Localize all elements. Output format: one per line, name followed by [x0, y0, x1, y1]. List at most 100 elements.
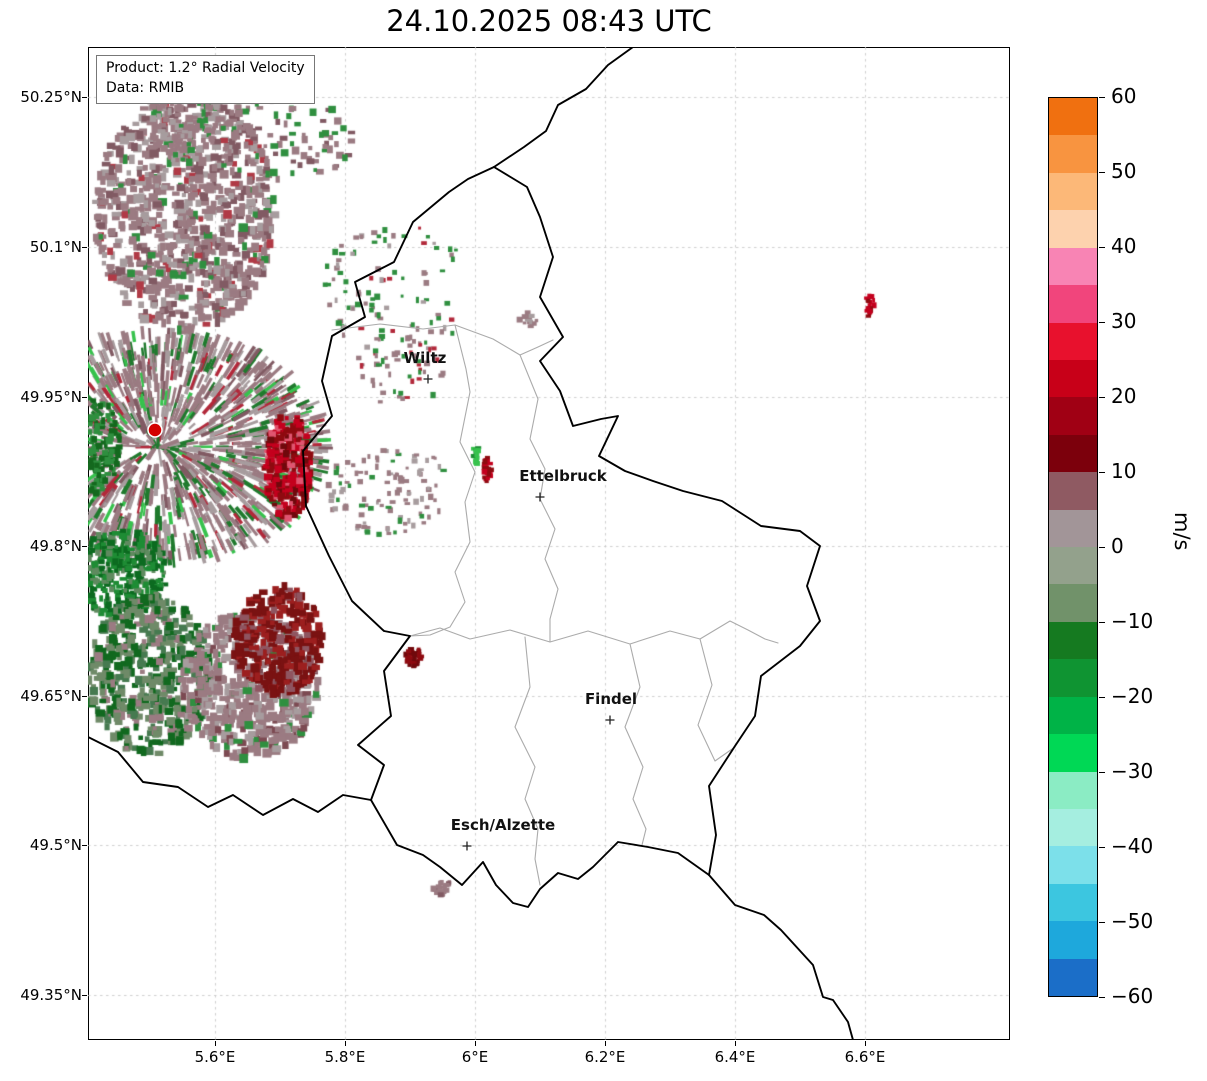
colorbar-band — [1049, 135, 1097, 173]
city-marker — [605, 715, 615, 725]
colorbar-band — [1049, 98, 1097, 136]
map-plot-area: Wiltz Ettelbruck Findel Esch/Alzette Produc… — [88, 47, 1010, 1040]
national-border-line — [88, 736, 372, 816]
colorbar-band — [1049, 621, 1097, 660]
map-overlay-svg: Wiltz Ettelbruck Findel Esch/Alzette — [88, 47, 854, 1040]
colorbar-band — [1049, 285, 1097, 323]
colorbar-tick-mark — [1099, 471, 1105, 473]
city-label: Wiltz — [404, 349, 447, 367]
colorbar-band — [1049, 846, 1097, 884]
colorbar-band — [1049, 247, 1097, 286]
colorbar-band — [1049, 809, 1097, 847]
colorbar-band — [1049, 771, 1097, 810]
colorbar-tick-mark — [1099, 921, 1105, 923]
y-axis-tick-label: 49.95°N — [20, 388, 82, 406]
colorbar-tick-label: −50 — [1111, 909, 1154, 933]
y-axis-tick-label: 50.25°N — [20, 88, 82, 106]
y-axis-tick-mark — [82, 545, 87, 547]
city-label: Findel — [585, 690, 637, 708]
y-axis-tick-mark — [82, 994, 87, 996]
colorbar-tick-label: 30 — [1111, 309, 1137, 333]
district-border-line — [409, 324, 476, 637]
colorbar-band — [1049, 210, 1097, 248]
x-axis-tick-label: 6.6°E — [844, 1048, 886, 1066]
colorbar-band — [1049, 734, 1097, 772]
y-axis-tick-label: 49.8°N — [29, 537, 82, 555]
colorbar-tick-mark — [1099, 546, 1105, 548]
x-axis-tick-mark — [864, 1041, 866, 1046]
national-border-line — [302, 166, 495, 801]
city-label: Esch/Alzette — [451, 816, 555, 834]
national-border-line — [370, 799, 710, 908]
colorbar-tick-label: −30 — [1111, 759, 1154, 783]
colorbar-tick-label: 40 — [1111, 234, 1137, 258]
district-border-line — [514, 636, 541, 886]
y-axis-tick-mark — [82, 695, 87, 697]
colorbar-tick-label: 60 — [1111, 84, 1137, 108]
colorbar-tick-mark — [1099, 321, 1105, 323]
y-axis-tick-label: 49.5°N — [29, 836, 82, 854]
colorbar-band — [1049, 921, 1097, 959]
district-border-line — [409, 620, 779, 645]
y-axis-tick-mark — [82, 396, 87, 398]
colorbar-tick-mark — [1099, 621, 1105, 623]
city-marker — [535, 492, 545, 502]
y-axis-tick-label: 50.1°N — [29, 238, 82, 256]
x-axis-tick-mark — [474, 1041, 476, 1046]
colorbar-tick-label: −60 — [1111, 984, 1154, 1008]
y-axis-tick-label: 49.35°N — [20, 986, 82, 1004]
colorbar-band — [1049, 172, 1097, 211]
colorbar-band — [1049, 397, 1097, 435]
x-axis-tick-label: 6.4°E — [714, 1048, 756, 1066]
x-axis-tick-mark — [344, 1041, 346, 1046]
colorbar-band — [1049, 322, 1097, 360]
colorbar-band — [1049, 883, 1097, 922]
x-axis-tick-mark — [604, 1041, 606, 1046]
national-border-line — [493, 47, 634, 168]
x-axis-tick-label: 5.6°E — [194, 1048, 236, 1066]
x-axis-tick-label: 6.2°E — [584, 1048, 626, 1066]
x-axis-tick-label: 5.8°E — [324, 1048, 366, 1066]
national-border-line — [708, 874, 854, 1040]
colorbar-band — [1049, 359, 1097, 398]
colorbar-tick-mark — [1099, 171, 1105, 173]
colorbar — [1048, 97, 1098, 997]
colorbar-tick-mark — [1099, 396, 1105, 398]
colorbar-tick-mark — [1099, 771, 1105, 773]
y-axis-tick-mark — [82, 246, 87, 248]
colorbar-tick-mark — [1099, 846, 1105, 848]
district-border-line — [519, 354, 559, 643]
colorbar-tick-label: 50 — [1111, 159, 1137, 183]
district-border-line — [624, 643, 647, 846]
colorbar-band — [1049, 584, 1097, 622]
city-label: Ettelbruck — [519, 467, 608, 485]
district-border-line — [697, 638, 736, 762]
colorbar-tick-label: 0 — [1111, 534, 1124, 558]
y-axis-tick-label: 49.65°N — [20, 687, 82, 705]
colorbar-band — [1049, 696, 1097, 735]
x-axis-tick-label: 6°E — [461, 1048, 489, 1066]
colorbar-band — [1049, 434, 1097, 473]
colorbar-unit-label: m/s — [1170, 512, 1194, 551]
y-axis-tick-mark — [82, 844, 87, 846]
city-marker — [423, 374, 433, 384]
y-axis-tick-mark — [82, 96, 87, 98]
product-label: Product: 1.2° Radial Velocity — [106, 60, 305, 76]
district-border-line — [331, 323, 554, 356]
colorbar-tick-label: 10 — [1111, 459, 1137, 483]
colorbar-tick-label: 20 — [1111, 384, 1137, 408]
radar-velocity-canvas — [88, 47, 1010, 1040]
plot-title: 24.10.2025 08:43 UTC — [386, 4, 712, 38]
colorbar-tick-mark — [1099, 696, 1105, 698]
colorbar-band — [1049, 547, 1097, 585]
radar-site-marker — [147, 422, 163, 438]
colorbar-band — [1049, 958, 1097, 997]
colorbar-band — [1049, 659, 1097, 697]
product-info-box: Product: 1.2° Radial Velocity Data: RMIB — [96, 55, 315, 105]
colorbar-tick-label: −10 — [1111, 609, 1154, 633]
data-source-label: Data: RMIB — [106, 79, 185, 96]
colorbar-tick-mark — [1099, 996, 1105, 998]
colorbar-band — [1049, 509, 1097, 548]
colorbar-tick-mark — [1099, 96, 1105, 98]
